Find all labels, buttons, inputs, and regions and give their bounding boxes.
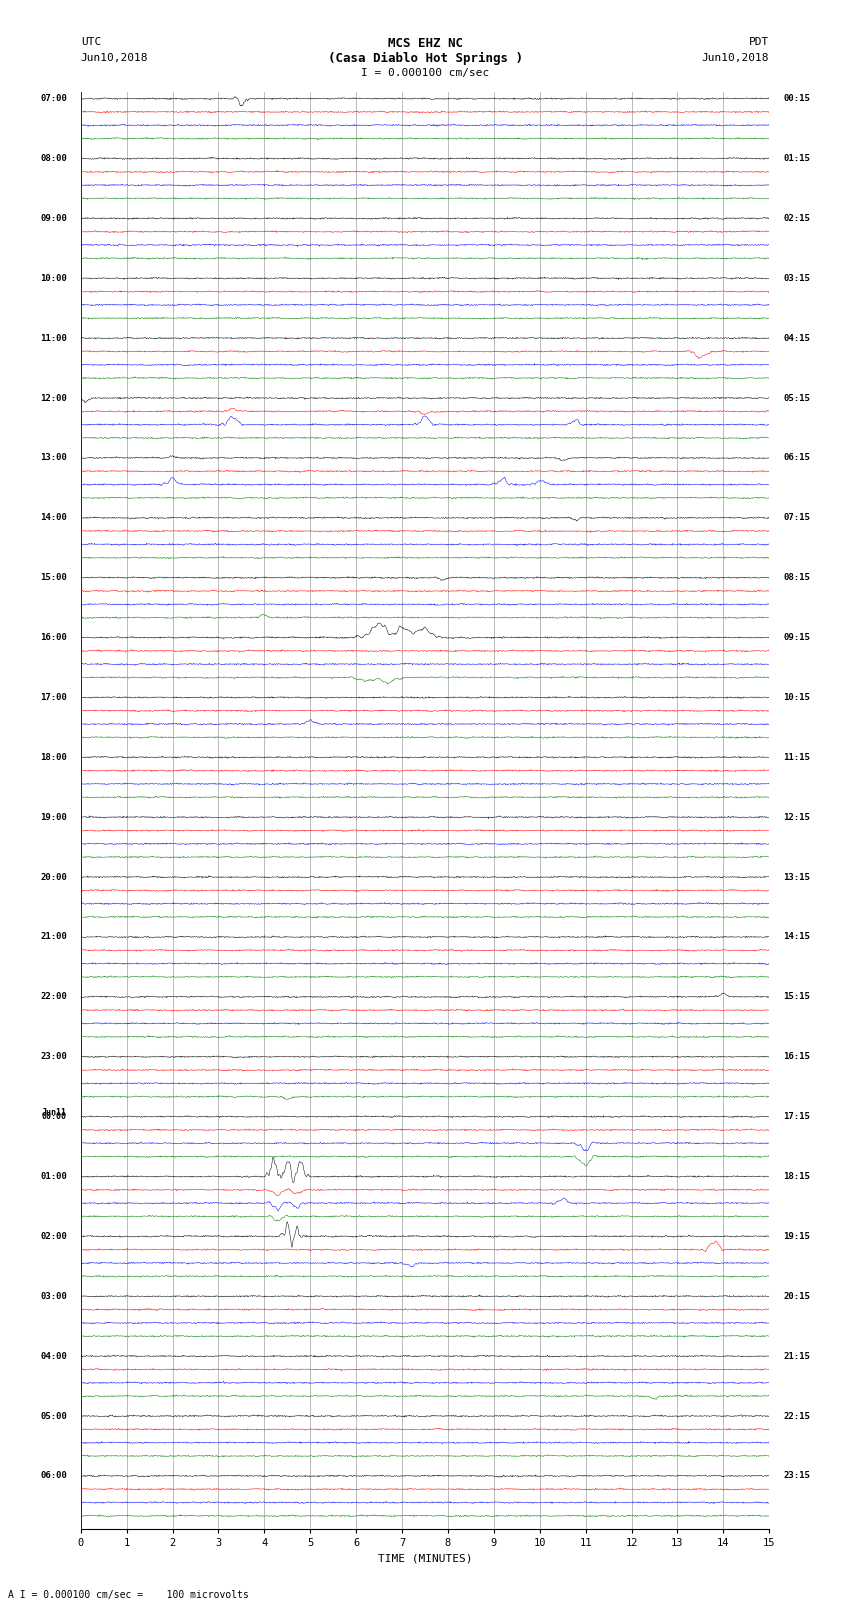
Text: 15:15: 15:15 [783, 992, 810, 1002]
Text: 19:00: 19:00 [40, 813, 67, 821]
Text: 13:00: 13:00 [40, 453, 67, 463]
Text: (Casa Diablo Hot Springs ): (Casa Diablo Hot Springs ) [327, 52, 523, 65]
Text: 01:15: 01:15 [783, 153, 810, 163]
Text: 07:15: 07:15 [783, 513, 810, 523]
Text: 11:00: 11:00 [40, 334, 67, 342]
Text: 09:15: 09:15 [783, 632, 810, 642]
Text: 17:15: 17:15 [783, 1111, 810, 1121]
Text: 09:00: 09:00 [40, 215, 67, 223]
Text: A I = 0.000100 cm/sec =    100 microvolts: A I = 0.000100 cm/sec = 100 microvolts [8, 1590, 249, 1600]
Text: 04:00: 04:00 [40, 1352, 67, 1361]
Text: 20:15: 20:15 [783, 1292, 810, 1300]
Text: 07:00: 07:00 [40, 94, 67, 103]
X-axis label: TIME (MINUTES): TIME (MINUTES) [377, 1553, 473, 1563]
Text: 16:15: 16:15 [783, 1052, 810, 1061]
Text: 12:00: 12:00 [40, 394, 67, 403]
Text: I = 0.000100 cm/sec: I = 0.000100 cm/sec [361, 68, 489, 77]
Text: 12:15: 12:15 [783, 813, 810, 821]
Text: Jun10,2018: Jun10,2018 [702, 53, 769, 63]
Text: 00:00: 00:00 [42, 1111, 67, 1121]
Text: 11:15: 11:15 [783, 753, 810, 761]
Text: 21:15: 21:15 [783, 1352, 810, 1361]
Text: 20:00: 20:00 [40, 873, 67, 882]
Text: 04:15: 04:15 [783, 334, 810, 342]
Text: 14:00: 14:00 [40, 513, 67, 523]
Text: 22:00: 22:00 [40, 992, 67, 1002]
Text: 01:00: 01:00 [40, 1173, 67, 1181]
Text: 15:00: 15:00 [40, 573, 67, 582]
Text: 10:15: 10:15 [783, 694, 810, 702]
Text: 17:00: 17:00 [40, 694, 67, 702]
Text: UTC: UTC [81, 37, 101, 47]
Text: 23:15: 23:15 [783, 1471, 810, 1481]
Text: 21:00: 21:00 [40, 932, 67, 942]
Text: 08:00: 08:00 [40, 153, 67, 163]
Text: Jun11: Jun11 [42, 1108, 67, 1118]
Text: 18:00: 18:00 [40, 753, 67, 761]
Text: 06:15: 06:15 [783, 453, 810, 463]
Text: 03:15: 03:15 [783, 274, 810, 282]
Text: MCS EHZ NC: MCS EHZ NC [388, 37, 462, 50]
Text: 10:00: 10:00 [40, 274, 67, 282]
Text: 03:00: 03:00 [40, 1292, 67, 1300]
Text: Jun10,2018: Jun10,2018 [81, 53, 148, 63]
Text: 14:15: 14:15 [783, 932, 810, 942]
Text: 02:00: 02:00 [40, 1232, 67, 1240]
Text: 00:15: 00:15 [783, 94, 810, 103]
Text: 19:15: 19:15 [783, 1232, 810, 1240]
Text: 06:00: 06:00 [40, 1471, 67, 1481]
Text: 18:15: 18:15 [783, 1173, 810, 1181]
Text: 22:15: 22:15 [783, 1411, 810, 1421]
Text: 23:00: 23:00 [40, 1052, 67, 1061]
Text: 16:00: 16:00 [40, 632, 67, 642]
Text: 13:15: 13:15 [783, 873, 810, 882]
Text: 08:15: 08:15 [783, 573, 810, 582]
Text: 05:00: 05:00 [40, 1411, 67, 1421]
Text: 05:15: 05:15 [783, 394, 810, 403]
Text: 02:15: 02:15 [783, 215, 810, 223]
Text: PDT: PDT [749, 37, 769, 47]
